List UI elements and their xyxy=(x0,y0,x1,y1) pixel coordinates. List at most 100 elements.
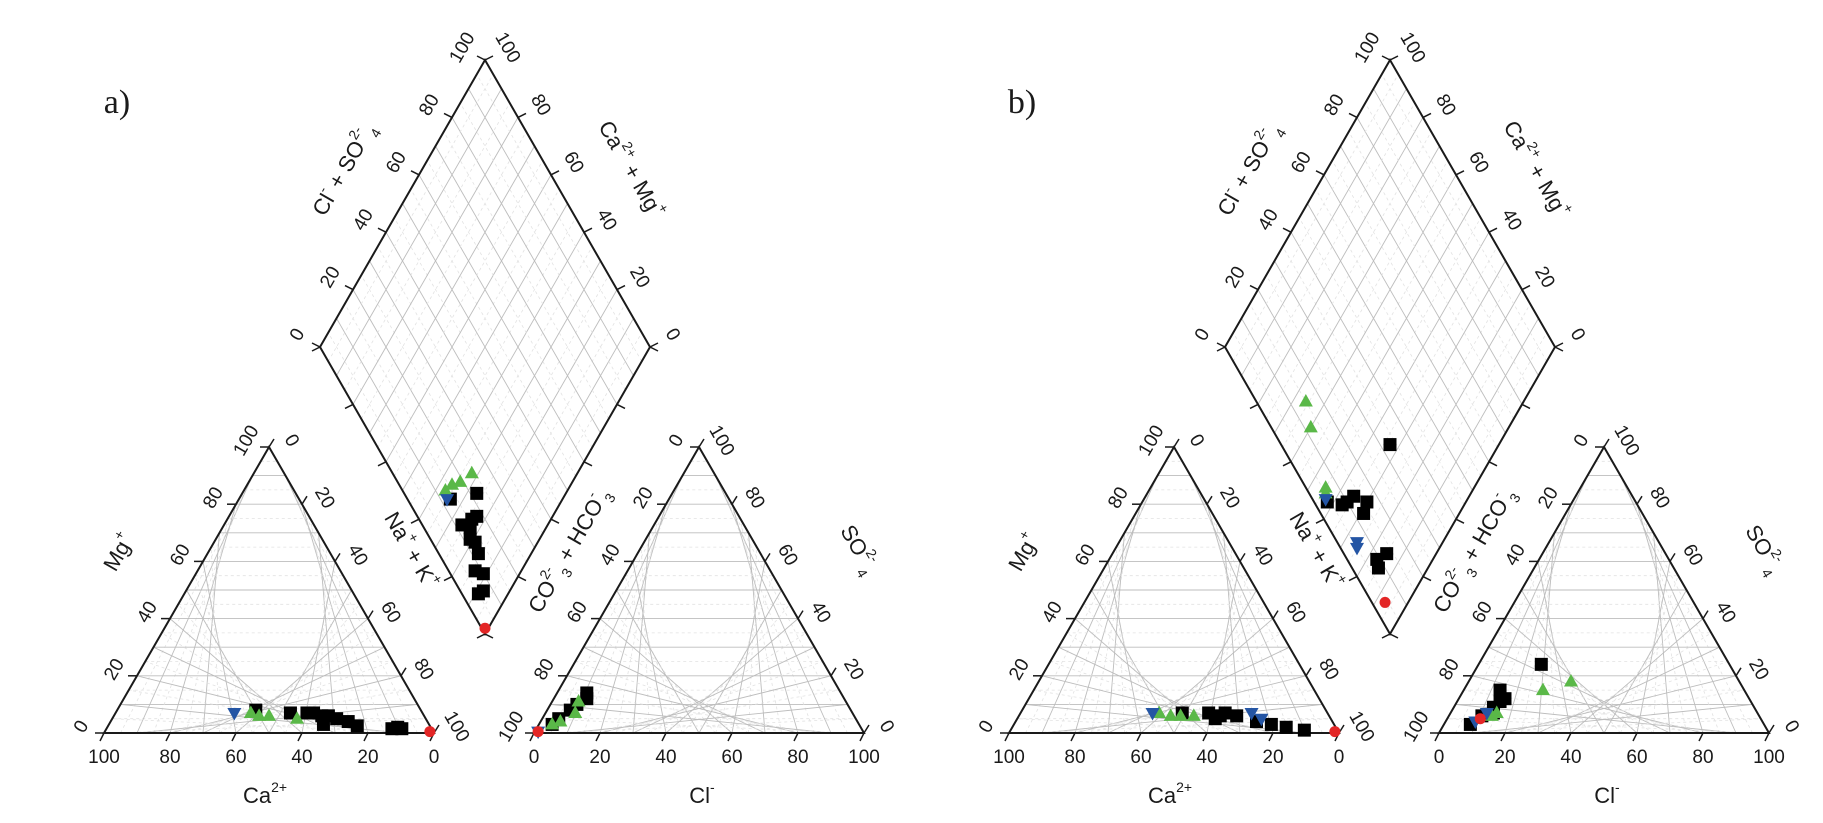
data-point-circle xyxy=(1474,713,1486,725)
tick-label-right: 80 xyxy=(1645,484,1674,513)
tick-label-right: 0 xyxy=(1185,431,1208,451)
tick-label-upper-left: 0 xyxy=(286,325,309,345)
tick-label-bottom: 80 xyxy=(1064,747,1085,768)
data-point-square xyxy=(300,706,314,720)
tick-label-upper-right: 20 xyxy=(625,263,654,292)
tick-label-right: 40 xyxy=(343,541,372,570)
data-point-triangle-down xyxy=(1145,707,1160,721)
tick-label-left: 40 xyxy=(1038,598,1067,627)
data-point-triangle-up xyxy=(1298,394,1313,407)
data-point-triangle-up xyxy=(445,477,459,490)
diamond-upper-right-title: Ca2+ + Mg+ xyxy=(1499,114,1578,222)
cation-x-title: Ca2+ xyxy=(243,779,287,808)
tick-label-upper-left: 80 xyxy=(415,91,444,120)
tick-label-upper-right: 40 xyxy=(1497,206,1526,235)
data-point-square xyxy=(1335,498,1349,512)
tick-label-upper-right: 0 xyxy=(661,325,684,345)
cation-x-title: Ca2+ xyxy=(1148,779,1192,808)
tick-label-left: 40 xyxy=(596,541,625,570)
tick-label-left: 60 xyxy=(563,598,592,627)
data-point-square xyxy=(470,486,484,500)
tick-label-right: 20 xyxy=(1744,655,1773,684)
data-point-square xyxy=(1360,495,1374,509)
data-point-triangle-up xyxy=(553,714,568,727)
data-point-triangle-up xyxy=(243,705,258,718)
data-point-square xyxy=(1380,547,1394,561)
tick-label-right: 20 xyxy=(839,655,868,684)
tick-label-right: 80 xyxy=(1314,655,1343,684)
cation-y-title: Mg+ xyxy=(999,527,1044,575)
tick-label-bottom: 20 xyxy=(589,747,610,768)
data-point-triangle-up xyxy=(568,705,583,718)
tick-label-left: 0 xyxy=(70,717,93,737)
data-point-square xyxy=(283,706,297,720)
data-point-triangle-up xyxy=(1186,708,1201,721)
cation-y-title: Mg+ xyxy=(94,527,139,575)
tick-label-upper-right: 60 xyxy=(559,148,588,177)
data-point-triangle-down xyxy=(1350,542,1364,556)
tick-label-right: 0 xyxy=(280,431,303,451)
tick-label-bottom: 80 xyxy=(787,747,808,768)
tick-label-left: 100 xyxy=(1135,422,1169,460)
data-point-triangle-up xyxy=(464,465,479,479)
tick-label-left: 100 xyxy=(495,708,529,746)
tick-label-left: 20 xyxy=(629,484,658,513)
tick-label-left: 80 xyxy=(530,655,559,684)
tick-label-right: 40 xyxy=(806,598,835,627)
anion-y-title: SO2-4 xyxy=(1736,518,1792,580)
tick-label-bottom: 60 xyxy=(1130,747,1151,768)
data-point-circle xyxy=(532,726,544,738)
anion-x-title: Cl- xyxy=(689,779,715,808)
tick-label-bottom: 20 xyxy=(1262,747,1283,768)
data-point-square xyxy=(1534,657,1548,671)
tick-label-upper-left: 20 xyxy=(1221,263,1250,292)
tick-label-bottom: 60 xyxy=(1626,747,1647,768)
tick-label-right: 40 xyxy=(1248,541,1277,570)
tick-label-left: 20 xyxy=(1534,484,1563,513)
data-point-triangle-up xyxy=(545,716,560,730)
tick-label-bottom: 20 xyxy=(357,747,378,768)
tick-label-left: 20 xyxy=(1005,655,1034,684)
tick-label-left: 100 xyxy=(230,422,264,460)
tick-label-right: 60 xyxy=(1678,541,1707,570)
tick-label-upper-left: 60 xyxy=(1287,148,1316,177)
tick-label-left: 0 xyxy=(1570,431,1593,451)
data-point-triangle-down xyxy=(440,494,455,507)
tick-label-left: 80 xyxy=(199,484,228,513)
panel-label: b) xyxy=(1008,84,1036,121)
tick-label-left: 40 xyxy=(1501,541,1530,570)
data-point-square xyxy=(1370,552,1384,566)
tick-label-bottom: 0 xyxy=(529,747,540,768)
tick-label-bottom: 100 xyxy=(848,747,880,768)
diamond-upper-left-title: Cl- + SO2- 4 xyxy=(1209,116,1290,222)
tick-label-right: 60 xyxy=(1281,598,1310,627)
data-point-square xyxy=(463,532,477,546)
data-point-square xyxy=(316,717,330,731)
tick-label-bottom: 40 xyxy=(1560,747,1581,768)
tick-label-bottom: 80 xyxy=(159,747,180,768)
tick-label-left: 0 xyxy=(975,717,998,737)
tick-label-bottom: 100 xyxy=(88,747,120,768)
tick-label-left: 60 xyxy=(1071,541,1100,570)
panel-label: a) xyxy=(104,84,130,121)
tick-label-right: 20 xyxy=(310,484,339,513)
tick-label-bottom: 80 xyxy=(1692,747,1713,768)
tick-label-upper-left: 100 xyxy=(1351,29,1385,67)
tick-label-right: 40 xyxy=(1711,598,1740,627)
data-point-square xyxy=(1279,720,1293,734)
tick-label-bottom: 0 xyxy=(1434,747,1445,768)
tick-label-upper-right: 0 xyxy=(1566,325,1589,345)
tick-label-right: 20 xyxy=(1215,484,1244,513)
tick-label-left: 40 xyxy=(133,598,162,627)
tick-label-bottom: 100 xyxy=(1753,747,1785,768)
tick-label-upper-right: 80 xyxy=(526,91,555,120)
tick-label-left: 80 xyxy=(1435,655,1464,684)
data-point-triangle-up xyxy=(438,483,453,496)
tick-label-left: 20 xyxy=(100,655,129,684)
data-point-square xyxy=(385,722,399,736)
tick-label-upper-right: 100 xyxy=(1395,29,1429,67)
tick-label-bottom: 40 xyxy=(655,747,676,768)
